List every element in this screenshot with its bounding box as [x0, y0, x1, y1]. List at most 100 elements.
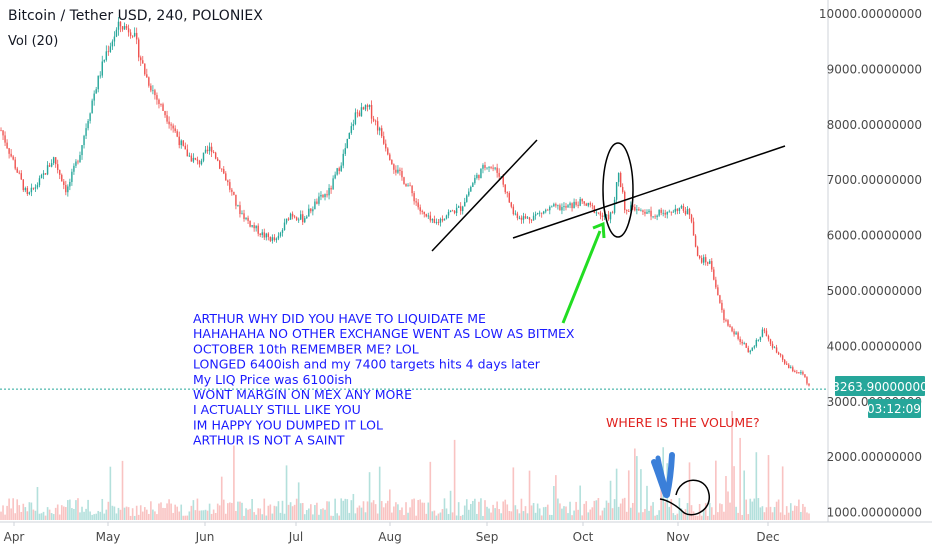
- volume-bar: [415, 515, 417, 520]
- blue-arrow[interactable]: [651, 452, 675, 498]
- candle-body: [326, 194, 328, 196]
- volume-bar: [6, 505, 8, 520]
- candle-body: [239, 205, 241, 215]
- volume-bar: [625, 511, 628, 520]
- volume-bar: [551, 514, 553, 520]
- candle-body: [164, 111, 166, 116]
- candle-body: [61, 174, 63, 182]
- volume-bar: [615, 468, 618, 520]
- volume-bar: [162, 507, 164, 520]
- candle-body: [356, 112, 359, 114]
- last-price-tag: [835, 376, 925, 396]
- volume-bar: [684, 509, 687, 520]
- volume-bar: [563, 506, 565, 520]
- candle-body: [536, 213, 539, 215]
- candle-body: [634, 206, 636, 211]
- volume-bar: [538, 508, 541, 520]
- candle-body: [423, 211, 425, 215]
- candle-body: [204, 149, 207, 153]
- candle-body: [352, 124, 355, 127]
- highlight-ellipse[interactable]: [602, 142, 634, 238]
- volume-bar: [107, 501, 110, 520]
- candle-body: [678, 207, 681, 211]
- candle-body: [269, 236, 272, 241]
- candle-body: [733, 331, 735, 335]
- candle-body: [334, 174, 336, 179]
- candle-body: [360, 107, 363, 117]
- candle-body: [490, 167, 492, 169]
- candle-body: [131, 35, 134, 37]
- volume-bar: [447, 513, 450, 520]
- candle-body: [115, 29, 118, 37]
- volume-bar: [441, 509, 444, 520]
- candle-body: [198, 160, 201, 165]
- candle-body: [401, 170, 403, 178]
- candle-body: [192, 157, 195, 162]
- volume-bar: [607, 502, 610, 520]
- volume-bar: [597, 498, 600, 520]
- x-tick-label: Jul: [288, 530, 303, 544]
- volume-bar: [421, 502, 424, 520]
- candle-body: [794, 371, 796, 373]
- candle-body: [573, 201, 575, 209]
- volume-bar: [251, 498, 253, 520]
- trendline-support[interactable]: [512, 145, 786, 239]
- volume-circle[interactable]: [659, 479, 710, 516]
- volume-bar: [395, 502, 397, 520]
- candle-body: [20, 173, 22, 180]
- candle-body: [89, 113, 91, 121]
- candle-body: [2, 130, 4, 136]
- candle-body: [336, 168, 338, 175]
- volume-bar: [494, 508, 496, 520]
- candle-body: [549, 206, 551, 211]
- candle-body: [348, 132, 351, 139]
- volume-bar: [32, 509, 35, 520]
- volume-bar: [739, 437, 741, 520]
- candle-body: [496, 167, 498, 173]
- volume-indicator-label[interactable]: Vol (20): [8, 34, 59, 49]
- volume-question-text[interactable]: WHERE IS THE VOLUME?: [606, 415, 760, 430]
- volume-bar: [465, 499, 468, 520]
- candle-body: [8, 148, 10, 154]
- candle-body: [457, 206, 460, 208]
- candle-body: [717, 287, 719, 296]
- candle-body: [73, 165, 75, 172]
- volume-bar: [729, 502, 731, 520]
- trendline-uptrend[interactable]: [431, 139, 538, 252]
- candle-body: [628, 211, 630, 212]
- candle-body: [419, 207, 421, 212]
- candle-body: [257, 225, 259, 234]
- candle-body: [545, 209, 547, 212]
- candle-body: [206, 149, 209, 152]
- candle-body: [113, 36, 116, 42]
- candle-body: [259, 233, 261, 236]
- candle-body: [26, 188, 29, 194]
- volume-bar: [204, 509, 207, 520]
- volume-bar: [376, 513, 379, 520]
- volume-bar: [269, 504, 272, 520]
- green-arrow[interactable]: [561, 221, 606, 324]
- volume-bar: [459, 515, 462, 520]
- volume-bar: [91, 514, 93, 520]
- volume-bar: [763, 512, 766, 520]
- volume-bar: [443, 498, 446, 520]
- volume-bar: [427, 502, 430, 520]
- candle-body: [707, 262, 709, 264]
- volume-bar: [403, 515, 405, 520]
- volume-bar: [322, 508, 324, 520]
- volume-bar: [546, 504, 549, 520]
- volume-bar: [356, 507, 359, 520]
- volume-bar: [257, 508, 259, 520]
- volume-bar: [407, 512, 409, 520]
- annotation-text[interactable]: ARTHUR WHY DID YOU HAVE TO LIQUIDATE MEH…: [193, 311, 575, 448]
- candle-body: [474, 177, 476, 184]
- volume-bar: [16, 499, 19, 520]
- volume-bar: [498, 509, 500, 520]
- candle-body: [142, 60, 144, 64]
- candle-body: [437, 222, 440, 223]
- candle-body: [660, 209, 662, 213]
- candle-body: [237, 205, 239, 206]
- candle-body: [283, 222, 286, 231]
- volume-bar: [75, 500, 77, 520]
